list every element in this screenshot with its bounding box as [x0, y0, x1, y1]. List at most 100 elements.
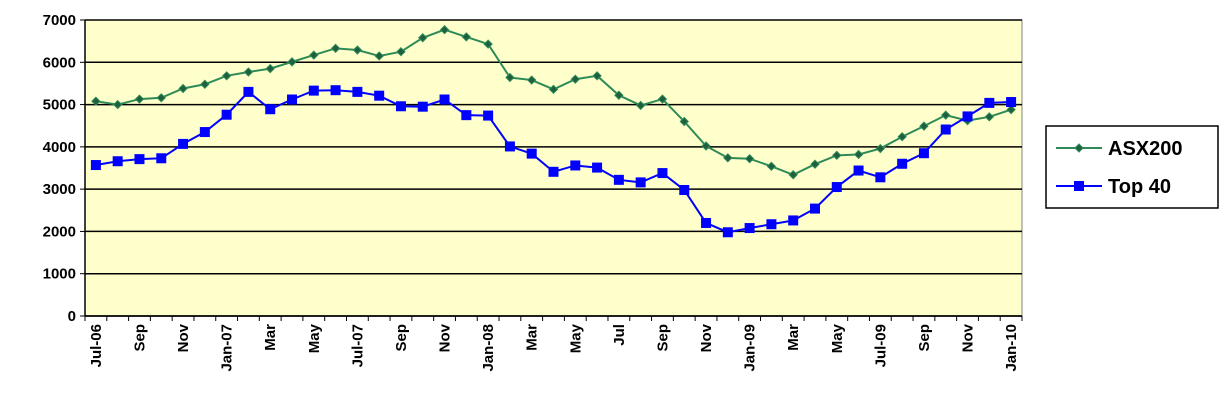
marker	[439, 94, 450, 105]
marker	[504, 141, 515, 152]
marker	[592, 71, 602, 81]
marker	[439, 25, 450, 35]
x-tick-label: Jan-09	[742, 324, 759, 372]
marker	[483, 110, 494, 121]
marker	[766, 161, 777, 172]
marker	[395, 101, 406, 112]
x-tick-label: May	[829, 323, 846, 353]
marker	[418, 33, 428, 43]
marker	[744, 153, 755, 164]
marker	[788, 170, 798, 180]
marker	[396, 47, 406, 57]
marker	[526, 148, 537, 159]
y-tick-label: 5000	[43, 97, 76, 114]
marker	[112, 156, 123, 167]
x-tick-label: Jul-07	[349, 324, 366, 367]
marker	[178, 138, 189, 149]
x-tick-label: Jul-09	[872, 324, 889, 367]
x-tick-label: Sep	[393, 324, 410, 352]
marker	[1006, 104, 1016, 115]
marker	[309, 50, 319, 60]
marker	[701, 217, 712, 228]
y-tick-label: 6000	[43, 54, 76, 71]
marker	[722, 227, 733, 238]
x-tick-label: Sep	[654, 324, 671, 352]
marker	[897, 158, 908, 169]
marker	[221, 71, 232, 81]
marker	[766, 219, 777, 230]
y-tick-label: 7000	[43, 12, 76, 29]
marker	[548, 84, 559, 95]
marker	[483, 39, 493, 49]
marker	[744, 223, 755, 234]
marker	[243, 67, 254, 77]
marker	[570, 160, 581, 171]
marker	[243, 86, 254, 97]
x-tick-label: Jul-06	[88, 324, 105, 367]
x-tick-label: Nov	[960, 323, 977, 352]
marker	[352, 86, 363, 97]
marker	[287, 57, 297, 67]
marker	[417, 101, 428, 112]
marker	[875, 143, 886, 154]
marker	[701, 141, 711, 151]
marker	[265, 63, 275, 74]
legend-box	[1045, 125, 1219, 209]
marker	[527, 75, 537, 85]
marker	[308, 85, 319, 96]
marker	[723, 153, 733, 163]
marker	[90, 160, 101, 171]
y-tick-label: 1000	[43, 266, 76, 283]
marker	[330, 85, 341, 96]
marker	[875, 172, 886, 183]
marker	[614, 90, 624, 100]
marker	[809, 203, 820, 214]
marker	[897, 132, 907, 142]
marker	[548, 166, 559, 177]
marker	[199, 127, 210, 138]
marker	[91, 96, 101, 106]
marker	[635, 177, 646, 188]
marker	[788, 215, 799, 226]
marker	[657, 168, 668, 179]
marker	[831, 182, 842, 193]
x-tick-label: Jan-07	[219, 324, 236, 372]
marker	[461, 32, 472, 42]
marker	[962, 111, 973, 122]
marker	[657, 94, 668, 104]
marker	[635, 100, 646, 111]
marker	[984, 112, 995, 122]
marker	[570, 74, 580, 84]
legend-label: ASX200	[1108, 138, 1183, 160]
y-tick-label: 2000	[43, 223, 76, 240]
marker	[679, 184, 690, 195]
x-tick-label: Sep	[916, 324, 933, 352]
marker	[679, 116, 689, 127]
marker	[941, 110, 951, 120]
marker	[461, 110, 472, 121]
marker	[374, 51, 384, 61]
marker	[352, 45, 363, 55]
y-tick-label: 0	[68, 308, 76, 325]
marker	[919, 121, 929, 131]
legend-marker	[1074, 143, 1084, 153]
marker	[156, 93, 166, 103]
y-tick-label: 4000	[43, 139, 76, 156]
x-tick-label: Jan-08	[480, 324, 497, 372]
x-tick-label: Sep	[131, 324, 148, 352]
x-tick-label: Mar	[785, 324, 802, 351]
x-tick-label: Nov	[175, 323, 192, 352]
x-tick-label: Jan-10	[1003, 324, 1020, 372]
marker	[221, 109, 232, 120]
marker	[287, 94, 298, 105]
x-tick-label: Nov	[698, 323, 715, 352]
marker	[330, 43, 341, 54]
marker	[265, 104, 276, 115]
marker	[810, 159, 820, 169]
marker	[134, 94, 145, 104]
marker	[853, 149, 864, 160]
x-tick-label: Nov	[437, 323, 454, 352]
marker	[134, 154, 145, 165]
